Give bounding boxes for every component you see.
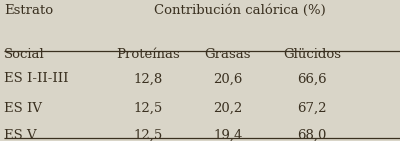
Text: Social: Social (4, 48, 45, 61)
Text: 20,2: 20,2 (213, 102, 243, 115)
Text: 20,6: 20,6 (213, 72, 243, 85)
Text: 12,5: 12,5 (133, 129, 163, 141)
Text: 68,0: 68,0 (297, 129, 327, 141)
Text: Contribución calórica (%): Contribución calórica (%) (154, 4, 326, 17)
Text: 66,6: 66,6 (297, 72, 327, 85)
Text: Estrato: Estrato (4, 4, 53, 17)
Text: Proteínas: Proteínas (116, 48, 180, 61)
Text: 19,4: 19,4 (213, 129, 243, 141)
Text: Glücidos: Glücidos (283, 48, 341, 61)
Text: Grasas: Grasas (205, 48, 251, 61)
Text: 12,5: 12,5 (133, 102, 163, 115)
Text: 12,8: 12,8 (133, 72, 163, 85)
Text: ES I-II-III: ES I-II-III (4, 72, 68, 85)
Text: ES IV: ES IV (4, 102, 42, 115)
Text: ES V: ES V (4, 129, 37, 141)
Text: 67,2: 67,2 (297, 102, 327, 115)
